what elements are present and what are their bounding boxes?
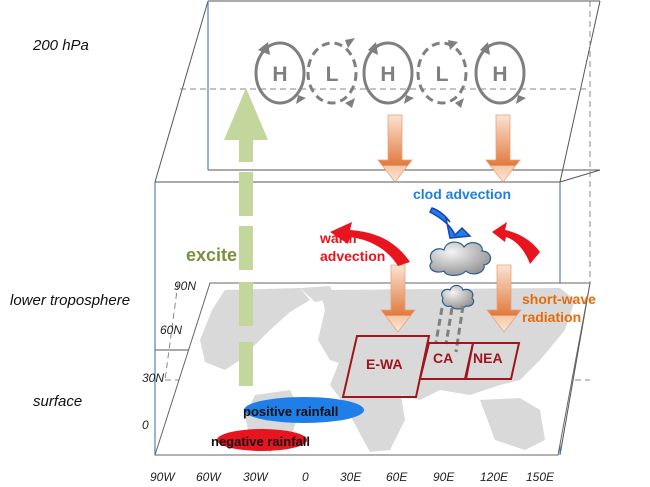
warm-advection-label-2: advection: [320, 248, 385, 264]
shortwave-label-1: short-wave: [522, 291, 596, 307]
warm-advection-arrow-icon: [330, 222, 410, 266]
subsidence-arrows: [377, 114, 522, 333]
lon-tick: 120E: [480, 470, 509, 484]
high-label: H: [492, 63, 507, 86]
rotation-arrowheads: [258, 38, 526, 108]
lon-tick: 30W: [243, 470, 269, 484]
low-circle-icon: [306, 41, 358, 105]
region-boxes: [341, 335, 521, 398]
rain-streaks: [434, 305, 465, 353]
down-arrow-icon: [377, 114, 413, 183]
excite-label: excite: [186, 245, 237, 265]
high-circle-icon: [362, 41, 414, 105]
lat-tick: 30N: [142, 371, 164, 385]
high-label: H: [380, 63, 395, 86]
positive-rainfall-label: positive rainfall: [243, 404, 338, 419]
lat-tick: 0: [142, 418, 149, 432]
lon-tick: 60E: [386, 470, 408, 484]
region-box-nea: [463, 342, 521, 380]
warm-advection-label-1: warm: [319, 230, 357, 246]
down-arrow-icon: [486, 264, 522, 333]
negative-rainfall-label: negative rainfall: [211, 434, 310, 449]
low-circle-icon: [416, 41, 468, 105]
negative-rainfall-ellipse: [217, 429, 307, 451]
shortwave-label-2: radiation: [522, 309, 581, 325]
low-label: L: [326, 63, 339, 86]
latitude-ticks: 90N 60N 30N 0: [142, 279, 196, 432]
down-arrow-icon: [380, 264, 416, 333]
cold-advection-label: clod advection: [413, 186, 511, 202]
level-label-200hpa: 200 hPa: [32, 37, 89, 54]
cloud-icon: [429, 241, 492, 277]
level-label-lower-troposphere: lower troposphere: [10, 292, 130, 309]
level-label-surface: surface: [33, 393, 82, 410]
region-label-ca: CA: [433, 350, 453, 366]
lat-tick: 90N: [174, 279, 196, 293]
lon-tick: 30E: [340, 470, 362, 484]
down-arrow-icon: [485, 114, 521, 183]
warm-advection-arrow-icon: [492, 222, 540, 264]
excite-arrow: [224, 88, 268, 386]
region-label-nea: NEA: [473, 350, 503, 366]
lon-tick: 60W: [196, 470, 222, 484]
lat-tick: 60N: [160, 323, 182, 337]
positive-rainfall-ellipse: [244, 397, 364, 423]
rain-cloud-icon: [441, 284, 475, 310]
wave-train: [254, 41, 526, 105]
lon-tick: 90E: [433, 470, 455, 484]
lon-tick: 0: [302, 470, 309, 484]
lon-tick: 90W: [150, 470, 176, 484]
longitude-ticks: 90W 60W 30W 0 30E 60E 90E 120E 150E: [150, 470, 555, 484]
high-circle-icon: [474, 41, 526, 105]
high-label: H: [272, 63, 287, 86]
cold-advection-arrow-icon: [429, 207, 472, 239]
high-circle-icon: [254, 41, 306, 105]
region-box-ewa: [341, 335, 431, 398]
low-label: L: [436, 63, 449, 86]
region-label-ewa: E-WA: [366, 356, 403, 372]
lon-tick: 150E: [526, 470, 555, 484]
